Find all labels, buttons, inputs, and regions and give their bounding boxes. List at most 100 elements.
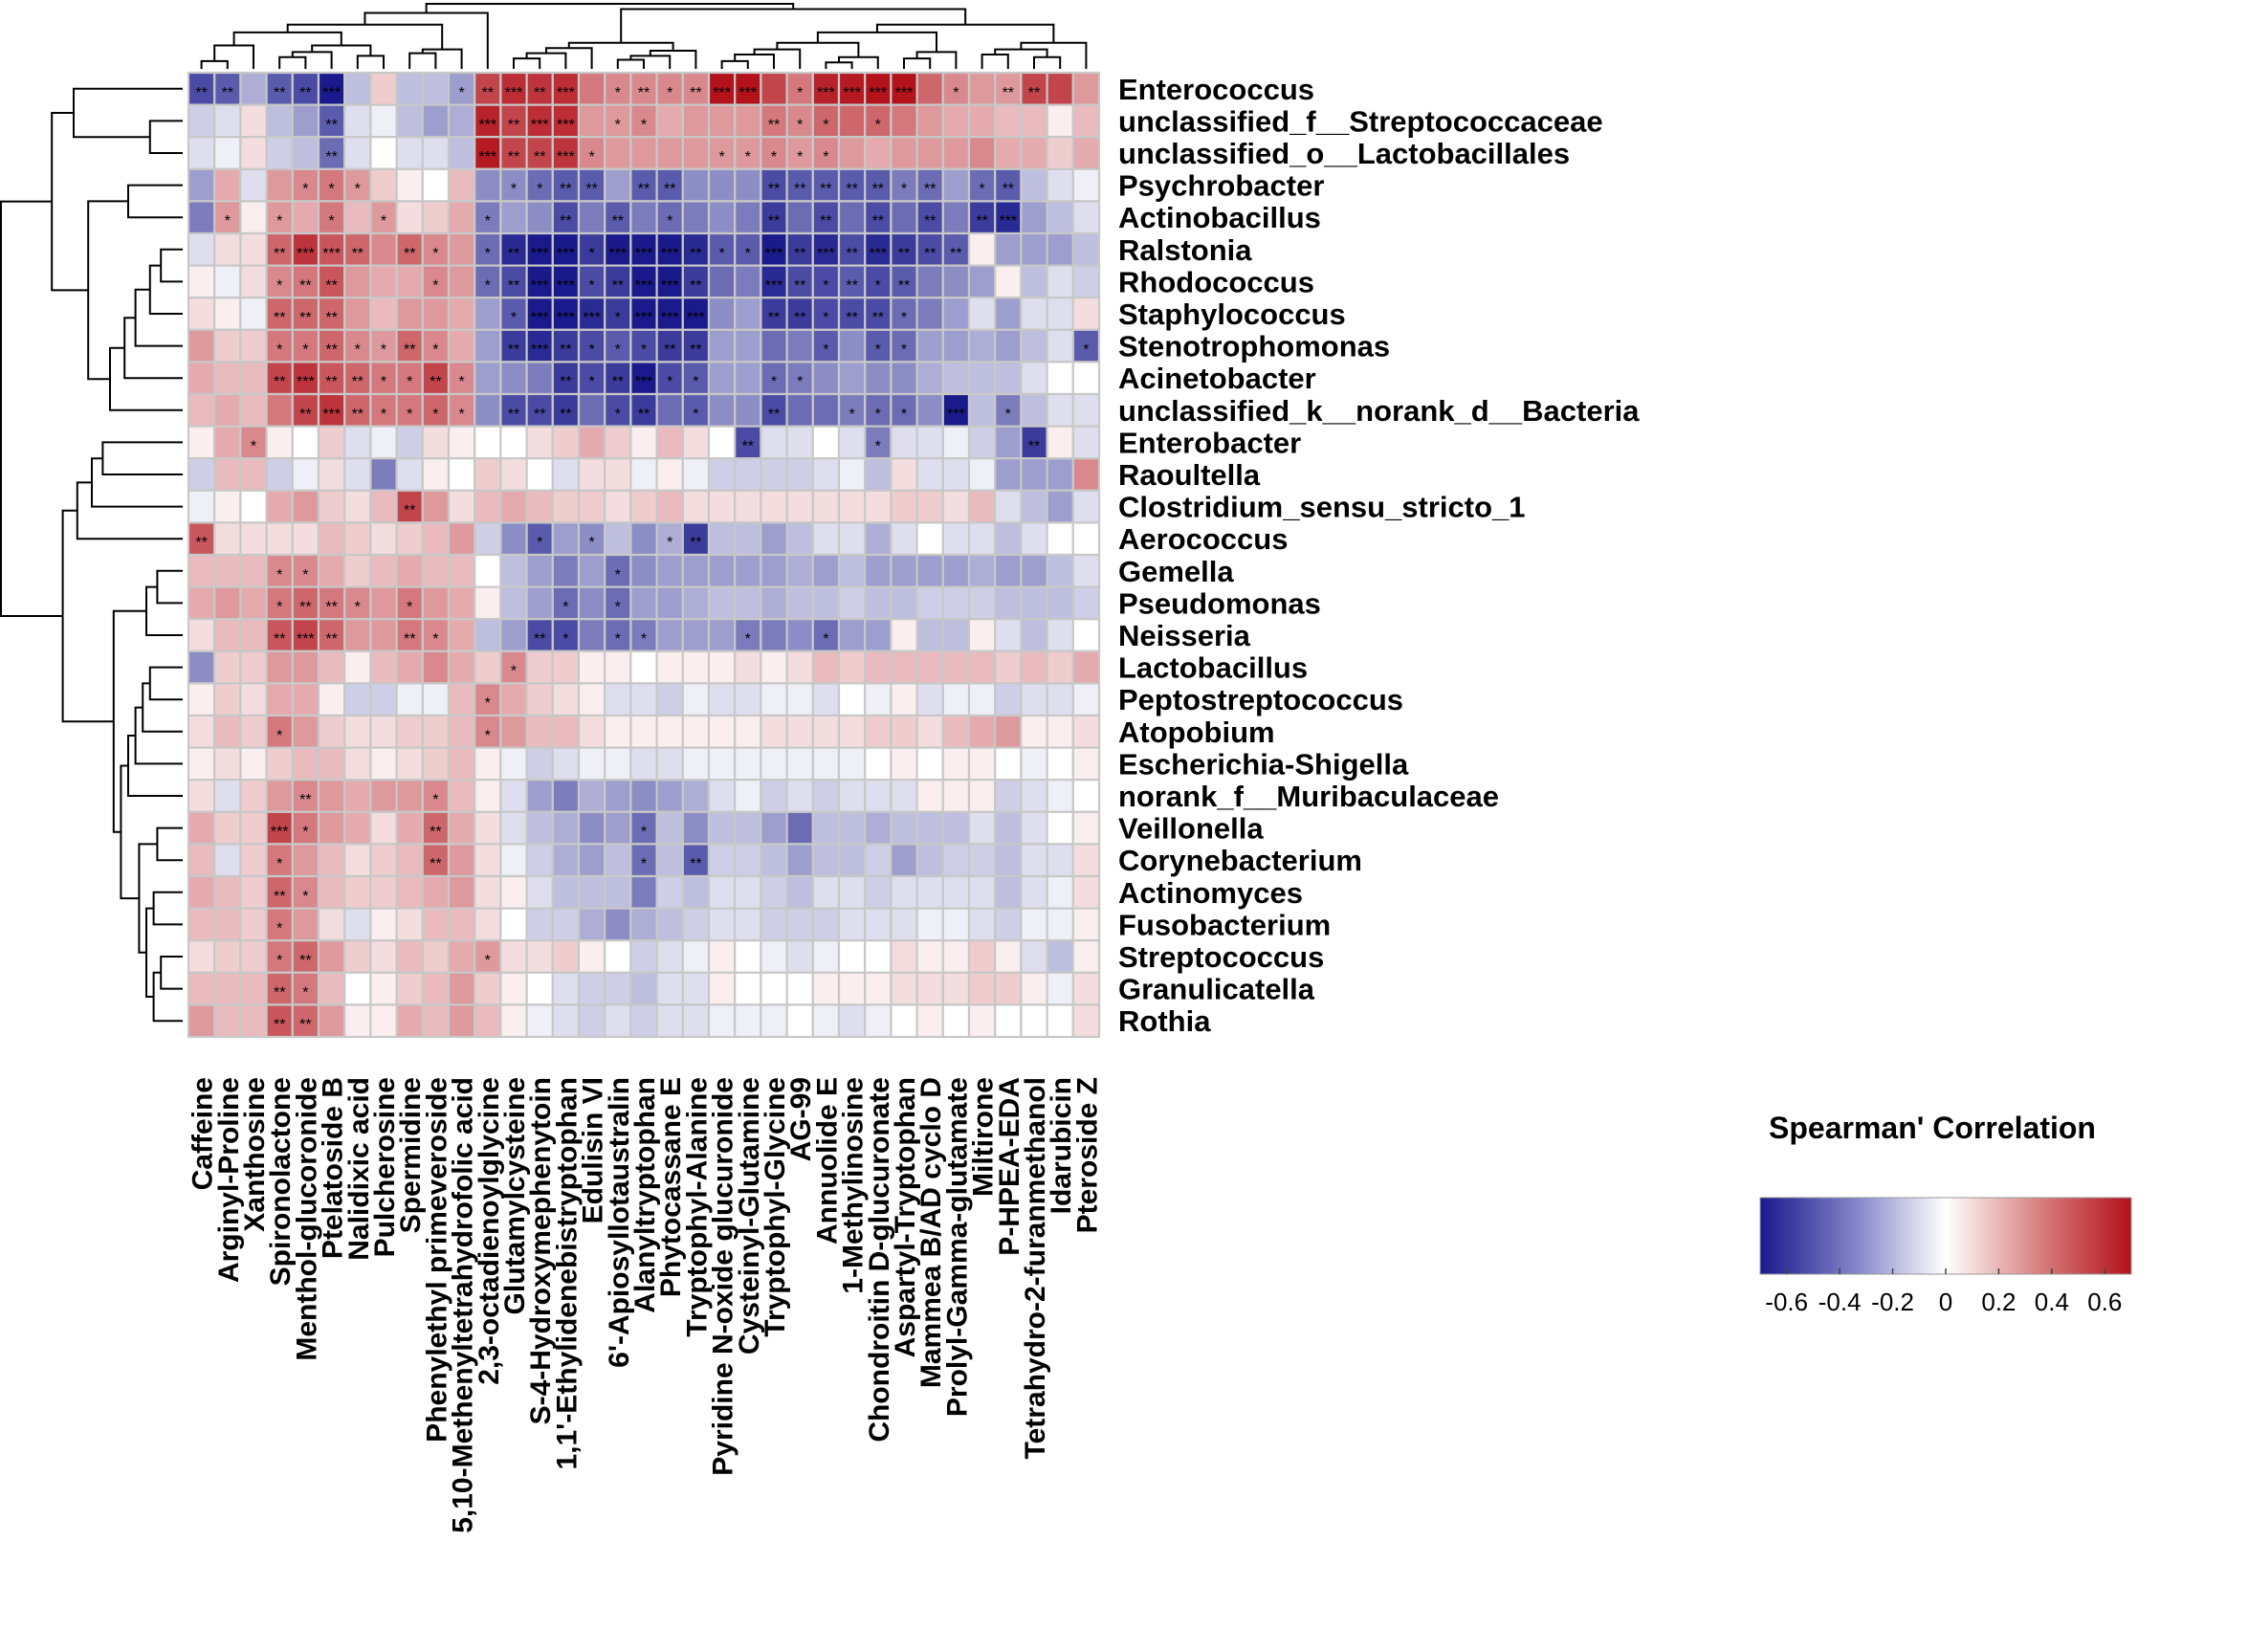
significance-marker: ** bbox=[508, 117, 519, 133]
row-label: Staphylococcus bbox=[1118, 297, 1346, 331]
significance-marker: * bbox=[328, 182, 334, 198]
heatmap-cell bbox=[734, 521, 762, 557]
heatmap-cell bbox=[499, 779, 528, 813]
heatmap-cell bbox=[707, 489, 737, 524]
significance-marker: * bbox=[432, 631, 438, 648]
heatmap-cell bbox=[291, 843, 320, 878]
heatmap-cell bbox=[187, 746, 216, 782]
heatmap-cell bbox=[525, 682, 554, 717]
heatmap-cell bbox=[447, 1003, 476, 1039]
column-label: Glutamylcysteine bbox=[499, 1077, 531, 1314]
heatmap-cell bbox=[577, 618, 606, 652]
heatmap-cell bbox=[1071, 200, 1101, 235]
significance-marker: * bbox=[875, 407, 881, 423]
heatmap-cell bbox=[421, 231, 451, 267]
heatmap-cell bbox=[734, 746, 762, 782]
heatmap-cell bbox=[395, 167, 424, 203]
significance-marker: ** bbox=[612, 277, 624, 294]
significance-marker: ** bbox=[924, 213, 936, 230]
heatmap-cell bbox=[239, 939, 268, 974]
heatmap-cell bbox=[837, 779, 867, 813]
heatmap-cell bbox=[187, 618, 216, 652]
significance-marker: ** bbox=[898, 277, 910, 294]
heatmap-cell bbox=[811, 874, 841, 910]
heatmap-cell bbox=[760, 71, 788, 106]
column-label: Aspartyl-Tryptophan bbox=[890, 1077, 921, 1357]
heatmap-cell bbox=[395, 810, 424, 846]
heatmap-cell bbox=[551, 489, 581, 524]
significance-marker: * bbox=[381, 213, 386, 230]
heatmap-cell bbox=[967, 843, 997, 878]
heatmap-cell bbox=[317, 714, 346, 749]
heatmap-cell bbox=[760, 297, 788, 331]
dendrogram-branch bbox=[649, 49, 697, 69]
heatmap-cell bbox=[915, 392, 944, 428]
heatmap-cell bbox=[369, 457, 398, 492]
significance-marker: ** bbox=[872, 213, 884, 230]
significance-marker: ** bbox=[508, 246, 519, 262]
heatmap-cell bbox=[681, 746, 711, 782]
heatmap-cell bbox=[369, 939, 398, 974]
heatmap-cell bbox=[890, 103, 918, 139]
heatmap-cell bbox=[525, 425, 554, 460]
heatmap-cell bbox=[421, 489, 451, 524]
heatmap-cell bbox=[525, 457, 554, 492]
heatmap-cell bbox=[421, 874, 451, 910]
significance-marker: * bbox=[615, 342, 621, 359]
significance-marker: *** bbox=[817, 85, 835, 101]
heatmap-cell bbox=[915, 103, 944, 139]
heatmap-cell bbox=[655, 650, 684, 685]
heatmap-cell bbox=[967, 553, 997, 588]
heatmap-cell bbox=[474, 553, 502, 588]
heatmap-cell bbox=[395, 489, 424, 524]
row-label: unclassified_k__norank_d__Bacteria bbox=[1118, 394, 1640, 428]
significance-markers: ** ** ** ** *** * ** *** ** *** * ** * ** *** *** * *** **… bbox=[195, 85, 1089, 1033]
significance-marker: * bbox=[588, 246, 594, 262]
significance-marker: * bbox=[302, 342, 308, 359]
heatmap-cell bbox=[265, 682, 294, 717]
heatmap-cell bbox=[1046, 618, 1074, 652]
significance-marker: *** bbox=[322, 85, 341, 101]
heatmap-cell bbox=[915, 618, 944, 652]
significance-marker: ** bbox=[560, 407, 571, 423]
significance-marker: * bbox=[1005, 407, 1011, 423]
heatmap-cell bbox=[994, 939, 1023, 974]
dendrogram-branch bbox=[720, 59, 749, 69]
heatmap-cell bbox=[447, 874, 476, 910]
significance-marker: * bbox=[355, 182, 361, 198]
heatmap-cell bbox=[474, 361, 502, 396]
heatmap-cell bbox=[1046, 71, 1074, 106]
significance-marker: * bbox=[485, 695, 491, 712]
dendrogram-branch bbox=[567, 41, 674, 51]
significance-marker: *** bbox=[635, 246, 653, 262]
heatmap-cell bbox=[760, 874, 788, 910]
significance-marker: ** bbox=[274, 246, 285, 262]
heatmap-cell bbox=[1071, 874, 1101, 910]
heatmap-cell bbox=[447, 618, 476, 652]
heatmap-cell bbox=[655, 746, 684, 782]
heatmap-cell bbox=[317, 810, 346, 846]
dendrogram-branch bbox=[421, 48, 463, 69]
heatmap-cell bbox=[343, 907, 372, 942]
dendrogram-branch bbox=[903, 57, 932, 69]
heatmap-cell bbox=[395, 874, 424, 910]
significance-marker: ** bbox=[274, 85, 285, 101]
heatmap-cell bbox=[890, 136, 918, 170]
significance-marker: ** bbox=[846, 310, 857, 326]
heatmap-cell bbox=[811, 714, 841, 749]
significance-marker: ** bbox=[274, 631, 285, 648]
heatmap-cell bbox=[734, 1003, 762, 1039]
heatmap-cell bbox=[655, 714, 684, 749]
heatmap-cell bbox=[1046, 361, 1074, 396]
heatmap-cell bbox=[707, 939, 737, 974]
heatmap-cell bbox=[317, 874, 346, 910]
legend-color-bar bbox=[1759, 1197, 2132, 1275]
heatmap-cell bbox=[474, 136, 502, 170]
heatmap-cell bbox=[681, 618, 711, 652]
heatmap-cell bbox=[239, 136, 268, 170]
heatmap-cell bbox=[994, 231, 1023, 267]
heatmap-cell bbox=[811, 585, 841, 621]
heatmap-cell bbox=[577, 1003, 606, 1039]
heatmap-cell bbox=[343, 457, 372, 492]
heatmap-cell bbox=[291, 874, 320, 910]
